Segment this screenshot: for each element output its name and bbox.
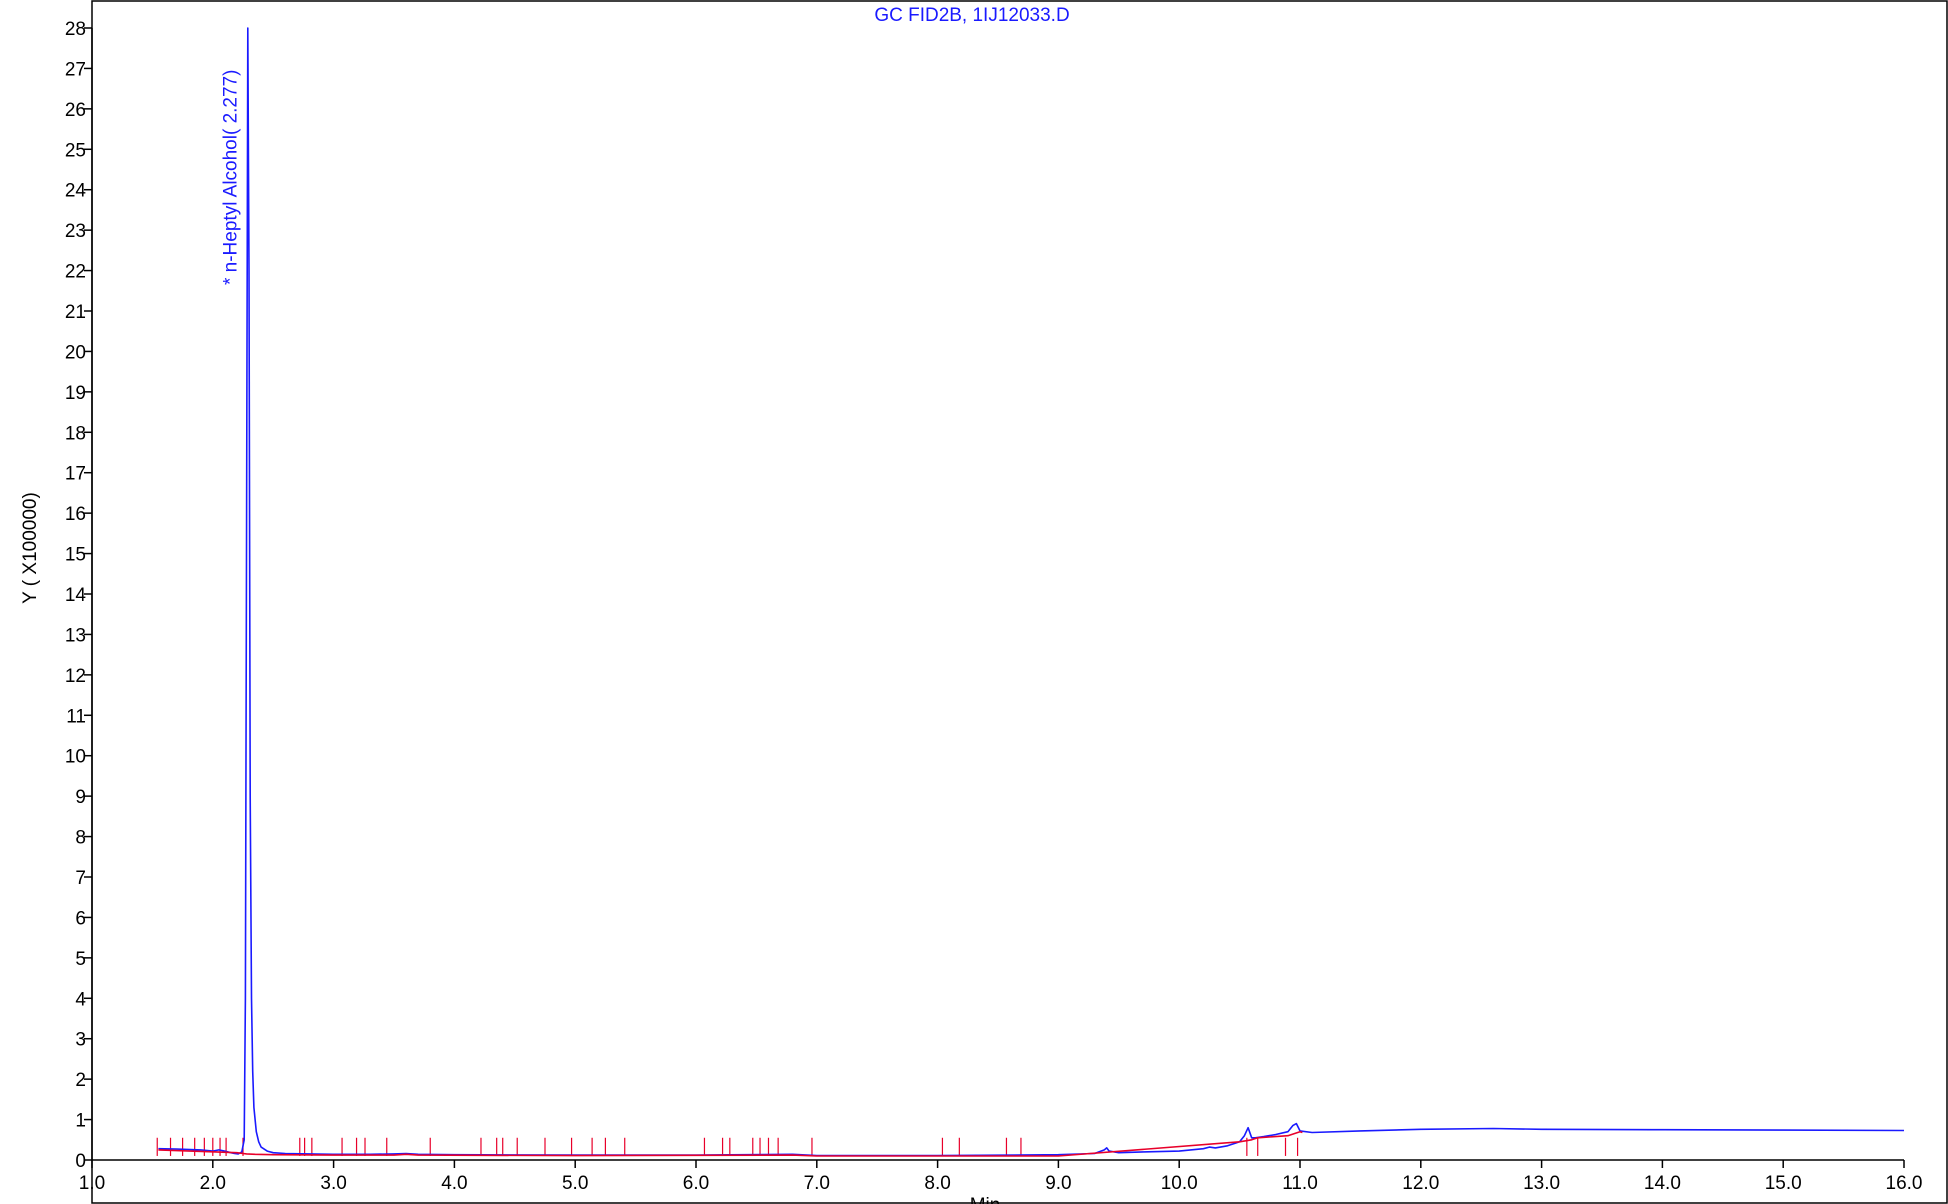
y-tick-label: 9 [75, 787, 86, 808]
x-tick-label: 4.0 [441, 1173, 467, 1194]
plot-frame [91, 0, 1948, 1204]
y-tick-label: 12 [65, 666, 86, 687]
x-tick-label: 12.0 [1402, 1173, 1439, 1194]
series-group [158, 27, 1905, 1157]
x-tick-label: 16.0 [1886, 1173, 1923, 1194]
y-tick-label: 16 [65, 504, 86, 525]
integration-marks [156, 1137, 1299, 1156]
y-tick-label: 7 [75, 868, 86, 889]
y-tick-label: 8 [75, 828, 86, 849]
y-tick-label: 11 [66, 706, 86, 727]
y-axis-ticks: 0123456789101112131415161718192021222324… [65, 19, 92, 1172]
y-tick-label: 19 [65, 383, 86, 404]
peak-label-n-heptyl-alcohol: * n-Heptyl Alcohol( 2.277) [220, 70, 241, 285]
baseline-trace-line [158, 1130, 1303, 1157]
y-tick-label: 5 [75, 949, 86, 970]
y-tick-label: 3 [75, 1030, 86, 1051]
y-tick-label: 10 [65, 747, 86, 768]
y-tick-label: 18 [65, 423, 86, 444]
y-tick-label: 4 [75, 989, 86, 1010]
y-axis-label: Y ( X100000) [20, 492, 41, 604]
y-tick-label: 15 [65, 545, 86, 566]
x-tick-label: 6.0 [683, 1173, 709, 1194]
y-tick-label: 0 [75, 1151, 86, 1172]
y-tick-label: 20 [65, 342, 86, 363]
y-tick-label: 2 [75, 1070, 86, 1091]
x-tick-label: 9.0 [1045, 1173, 1071, 1194]
x-tick-label: 13.0 [1523, 1173, 1560, 1194]
x-axis-label: Min [970, 1195, 1001, 1204]
x-tick-label: 7.0 [804, 1173, 830, 1194]
y-tick-label: 24 [65, 181, 87, 202]
x-tick-label: 5.0 [562, 1173, 588, 1194]
y-tick-label: 25 [65, 140, 86, 161]
x-tick-label: 8.0 [924, 1173, 950, 1194]
y-tick-label: 6 [75, 908, 86, 929]
signal-trace-line [158, 27, 1905, 1157]
chart-title: GC FID2B, 1IJ12033.D [874, 5, 1069, 26]
x-tick-label: 1.0 [79, 1173, 105, 1194]
x-tick-label: 3.0 [320, 1173, 346, 1194]
y-tick-label: 26 [65, 100, 86, 121]
y-tick-label: 21 [65, 302, 86, 323]
x-tick-label: 11.0 [1282, 1173, 1318, 1194]
y-tick-label: 27 [65, 59, 86, 80]
y-tick-label: 13 [65, 625, 86, 646]
y-tick-label: 14 [65, 585, 87, 606]
x-tick-label: 10.0 [1161, 1173, 1198, 1194]
y-tick-label: 17 [65, 464, 86, 485]
x-axis-ticks: 1.0 2.0 3.0 4.0 5.0 6.0 7.0 8.0 9.0 10.0 11.0 12.0 1… [79, 1160, 1923, 1194]
x-tick-label: 2.0 [200, 1173, 226, 1194]
y-tick-label: 23 [65, 221, 86, 242]
y-tick-label: 22 [65, 262, 86, 283]
x-tick-label: 14.0 [1644, 1173, 1681, 1194]
y-tick-label: 1 [75, 1111, 86, 1132]
x-tick-label: 15.0 [1765, 1173, 1802, 1194]
y-tick-label: 28 [65, 19, 86, 40]
